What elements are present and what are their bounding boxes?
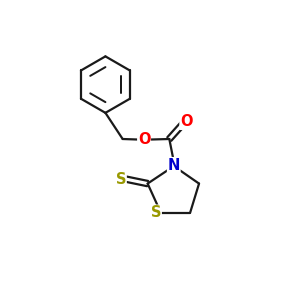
Text: N: N xyxy=(168,158,180,173)
Text: S: S xyxy=(151,205,161,220)
Text: O: O xyxy=(180,114,193,129)
Text: S: S xyxy=(116,172,126,187)
Text: O: O xyxy=(138,132,150,147)
